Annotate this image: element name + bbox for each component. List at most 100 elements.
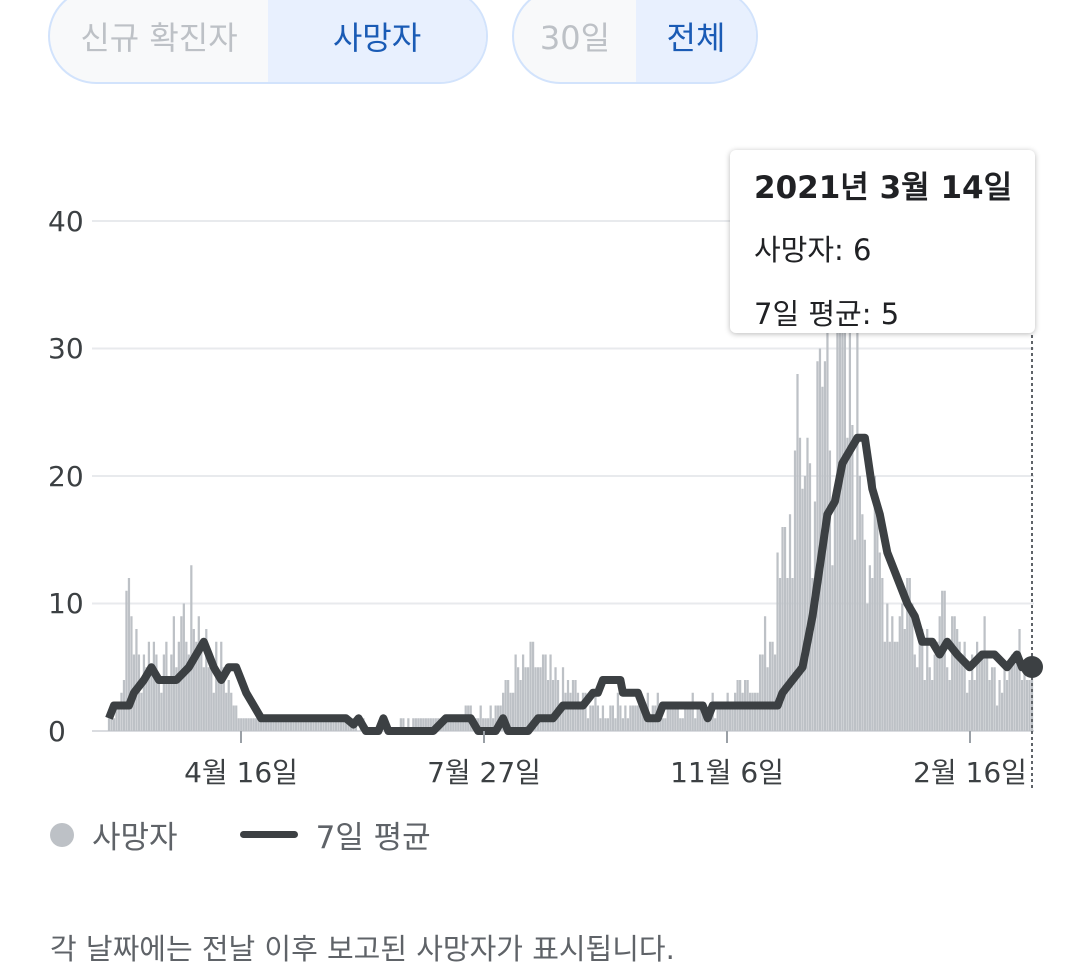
bar (324, 718, 328, 731)
legend-line-label: 7일 평균 (315, 820, 431, 856)
bar (307, 718, 310, 731)
bar (516, 667, 520, 731)
bar (649, 718, 652, 731)
y-tick-label: 30 (48, 332, 84, 365)
bar (280, 718, 283, 731)
bar (414, 718, 417, 731)
bar (963, 641, 966, 731)
bar (255, 718, 258, 731)
x-axis: 4월 16일 7월 27일 11월 6일 2월 16일 (184, 731, 1027, 789)
bar (616, 692, 620, 731)
bar (551, 680, 555, 731)
bar (125, 590, 128, 731)
bar (664, 718, 667, 731)
bar (783, 527, 787, 731)
bar (536, 667, 540, 731)
bar (611, 705, 615, 731)
tab-deaths[interactable]: 사망자 (268, 0, 486, 82)
bar (289, 718, 293, 731)
bar (931, 680, 934, 731)
bar (898, 616, 901, 731)
bar (848, 310, 852, 731)
bar (521, 654, 525, 731)
bar (871, 578, 874, 731)
bar (579, 705, 582, 731)
bar (724, 705, 727, 731)
bar (773, 654, 777, 731)
bar (257, 718, 260, 731)
bar (197, 616, 200, 731)
bar (985, 654, 989, 731)
metric-toggle: 신규 확진자 사망자 (48, 0, 488, 84)
bar (806, 437, 809, 731)
bar (175, 667, 178, 731)
tab-new-cases[interactable]: 신규 확진자 (80, 19, 238, 57)
bar (921, 629, 924, 731)
bar (888, 641, 891, 731)
bar (716, 705, 719, 731)
bar (856, 323, 859, 731)
bar (142, 654, 146, 731)
bar (202, 667, 205, 731)
bar (322, 718, 325, 731)
tab-all-time[interactable]: 전체 (635, 0, 756, 82)
selected-point-marker[interactable] (1021, 656, 1043, 678)
bar (327, 718, 330, 731)
bar (803, 476, 807, 731)
bar (207, 667, 210, 731)
bar (195, 641, 198, 731)
bar (624, 705, 627, 731)
bar (988, 680, 991, 731)
bar (482, 718, 485, 731)
bar (225, 692, 228, 731)
tab-30-days[interactable]: 30일 (539, 19, 611, 57)
tooltip-date: 2021년 3월 14일 (754, 170, 1013, 206)
bar (918, 629, 921, 731)
bar (631, 705, 634, 731)
bar (1000, 692, 1004, 731)
bar (669, 705, 672, 731)
bar (192, 629, 195, 731)
bar (165, 641, 168, 731)
bar (292, 718, 295, 731)
bar (250, 718, 253, 731)
bar (576, 692, 580, 731)
bar (424, 718, 427, 731)
bar (908, 578, 911, 731)
bar (232, 705, 235, 731)
bar (230, 692, 233, 731)
bar (299, 718, 303, 731)
bar (791, 578, 794, 731)
bar (873, 476, 876, 731)
bar (701, 705, 704, 731)
bar (961, 654, 964, 731)
legend-line-swatch (239, 831, 298, 838)
bar (157, 680, 161, 731)
bar (317, 718, 320, 731)
bar (943, 590, 946, 731)
bar (614, 718, 617, 731)
bar (768, 641, 772, 731)
bar (973, 680, 976, 731)
bar (265, 718, 268, 731)
bar (619, 705, 622, 731)
bar (719, 705, 722, 731)
bar (846, 437, 849, 731)
bar (554, 667, 557, 731)
y-tick-label: 0 (48, 715, 66, 748)
bar (561, 667, 565, 731)
bar (564, 692, 567, 731)
range-toggle: 30일 전체 (512, 0, 758, 84)
bar (995, 705, 999, 731)
bar (796, 374, 799, 731)
bar (1025, 680, 1029, 731)
bar (412, 718, 415, 731)
bar (671, 705, 674, 731)
bar (417, 718, 420, 731)
bar (419, 718, 422, 731)
bar (816, 361, 819, 731)
bar (666, 705, 669, 731)
bar (220, 641, 223, 731)
bar (444, 718, 447, 731)
bar (507, 680, 510, 731)
